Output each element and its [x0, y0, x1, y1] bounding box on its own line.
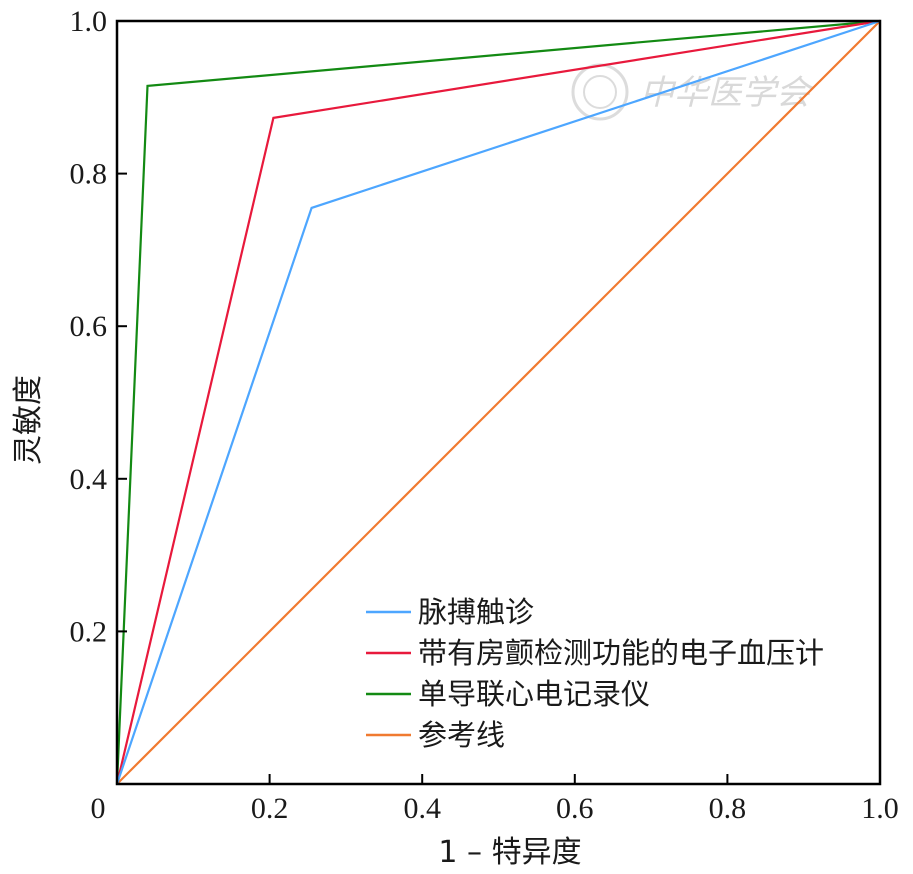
watermark: 中华医学会 — [571, 63, 814, 121]
x-tick-label: 1.0 — [861, 792, 899, 825]
legend-label-3: 参考线 — [418, 718, 505, 752]
legend-label-0: 脉搏触诊 — [418, 595, 534, 629]
series-layer — [115, 19, 881, 785]
legend-label-1: 带有房颤检测功能的电子血压计 — [418, 636, 824, 670]
y-axis: 0.2 0.4 0.6 0.8 1.0 — [70, 5, 127, 648]
y-tick-label: 0.6 — [70, 310, 108, 343]
y-tick-label: 1.0 — [70, 5, 108, 38]
x-axis-label: 1 – 特异度 — [438, 835, 581, 870]
x-tick-label: 0.2 — [251, 792, 289, 825]
y-tick-label: 0.4 — [70, 463, 108, 496]
series-line-1 — [115, 19, 881, 785]
x-tick-label: 0.8 — [709, 792, 747, 825]
x-axis: 0 0.2 0.4 0.6 0.8 1.0 — [91, 774, 899, 825]
legend-label-2: 单导联心电记录仪 — [418, 677, 650, 711]
y-tick-label: 0.8 — [70, 158, 108, 191]
series-line-2 — [115, 19, 881, 785]
x-tick-label: 0 — [91, 792, 106, 825]
watermark-seal-icon — [571, 63, 629, 121]
series-line-3 — [116, 20, 881, 785]
x-tick-label: 0.6 — [556, 792, 594, 825]
x-tick-label: 0.4 — [403, 792, 441, 825]
y-tick-label: 0.2 — [70, 615, 108, 648]
series-line-0 — [115, 19, 881, 785]
watermark-seal-inner-icon — [583, 75, 617, 109]
watermark-text: 中华医学会 — [640, 73, 814, 113]
plot-frame — [115, 19, 882, 786]
y-axis-label: 灵敏度 — [11, 375, 46, 465]
